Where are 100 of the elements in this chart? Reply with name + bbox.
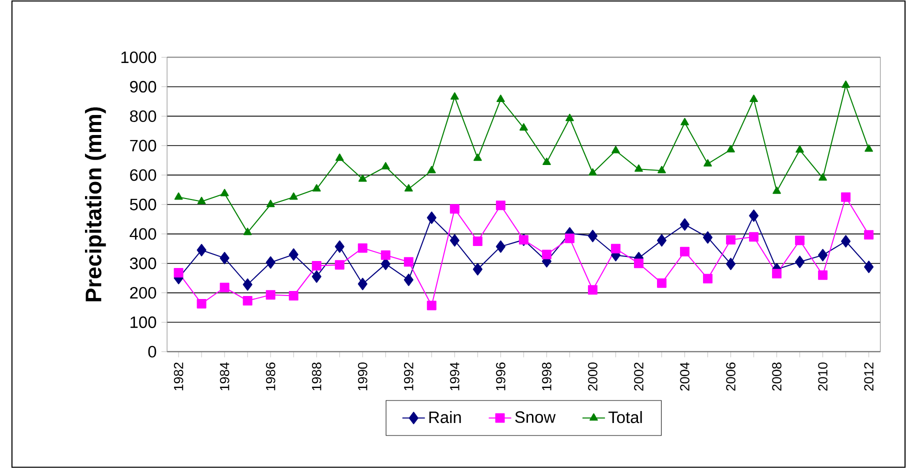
x-tick-label: 1992 (404, 362, 414, 390)
point (174, 268, 184, 278)
y-tick-label: 100 (130, 316, 156, 328)
point (197, 196, 206, 204)
point (542, 158, 551, 165)
point (196, 298, 206, 308)
point (404, 257, 414, 267)
point (312, 270, 322, 283)
point (426, 211, 436, 224)
point (242, 296, 252, 306)
point (680, 246, 690, 256)
point (404, 184, 413, 192)
point (726, 258, 736, 270)
x-tick-label: 1988 (312, 362, 322, 390)
point (358, 243, 368, 253)
point (726, 234, 736, 244)
x-tick-label: 1996 (496, 362, 506, 390)
point (242, 278, 252, 291)
point (612, 146, 620, 154)
point (312, 260, 322, 270)
point (426, 300, 436, 310)
point (472, 262, 482, 276)
point (588, 168, 597, 176)
point (842, 80, 850, 88)
y-tick-label: 700 (130, 140, 156, 152)
point (818, 270, 828, 280)
point (174, 192, 183, 200)
point (472, 236, 482, 246)
point (312, 184, 321, 192)
x-tick-label: 2012 (864, 362, 874, 390)
y-axis-title: Precipitation (mm) (84, 107, 106, 302)
y-tick-label: 200 (130, 286, 156, 299)
x-tick-label: 2002 (634, 362, 644, 390)
point (796, 145, 804, 153)
point (864, 230, 874, 240)
x-tick-label: 1994 (450, 362, 460, 390)
point (358, 174, 367, 182)
point (658, 166, 666, 174)
point (656, 234, 667, 246)
y-tick-label: 800 (130, 110, 156, 122)
point (566, 114, 574, 122)
point (841, 234, 851, 248)
point (656, 278, 666, 288)
point (450, 204, 460, 214)
y-tick-label: 0 (148, 346, 156, 358)
x-tick-label: 1982 (174, 362, 184, 390)
point (748, 209, 759, 222)
point (542, 250, 552, 260)
point (749, 232, 759, 242)
point (289, 192, 298, 200)
point (196, 244, 206, 256)
point (220, 252, 230, 264)
x-tick-label: 1998 (542, 362, 552, 390)
x-tick-label: 2008 (772, 362, 782, 390)
point (450, 92, 459, 100)
point (726, 144, 735, 152)
point (634, 164, 643, 172)
point (818, 173, 827, 180)
y-tick-label: 300 (130, 257, 156, 270)
x-tick-label: 2010 (818, 362, 828, 390)
point (450, 234, 460, 246)
point (703, 274, 712, 284)
point (750, 94, 758, 102)
point (680, 218, 690, 231)
point (266, 256, 276, 269)
point (704, 158, 712, 166)
point (404, 274, 414, 286)
x-tick-label: 2000 (588, 362, 598, 390)
point (634, 258, 644, 268)
point (588, 230, 598, 242)
point (381, 162, 390, 170)
point (288, 290, 298, 300)
point (702, 231, 713, 244)
point (864, 260, 874, 273)
y-tick-label: 500 (130, 198, 156, 210)
point (335, 153, 344, 161)
point (220, 282, 230, 292)
point (266, 290, 276, 300)
point (795, 236, 805, 246)
point (610, 244, 620, 254)
point (680, 118, 689, 126)
legend-label: Snow (515, 411, 556, 423)
y-tick-label: 1000 (121, 51, 156, 63)
point (427, 166, 436, 174)
y-tick-label: 600 (130, 169, 156, 181)
point (564, 233, 574, 243)
point (473, 153, 482, 161)
x-tick-label: 2006 (726, 362, 736, 390)
point (864, 144, 873, 152)
point (795, 256, 805, 268)
point (588, 284, 598, 294)
point (496, 200, 506, 210)
point (266, 200, 275, 207)
point (220, 188, 229, 196)
legend-label: Total (608, 410, 642, 424)
point (358, 278, 368, 290)
point (380, 250, 390, 260)
x-tick-label: 1986 (266, 362, 276, 390)
point (772, 268, 782, 278)
point (334, 260, 344, 270)
